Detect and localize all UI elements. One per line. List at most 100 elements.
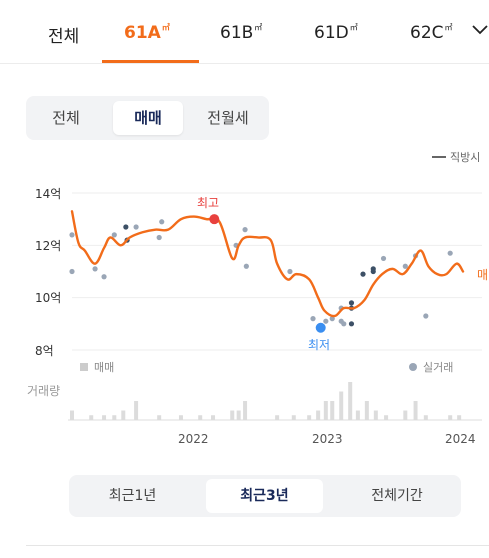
real-trade-dot[interactable] [348,321,355,327]
real-trade-dot[interactable] [370,268,376,275]
y-tick-label: 12억 [35,239,62,253]
area-tab-62c[interactable]: 62C㎡ [410,22,453,43]
period-segmented: 최근1년 최근3년 전체기간 [69,475,461,517]
area-unit: ㎡ [161,23,170,32]
period-all-button[interactable]: 전체기간 [371,488,423,504]
area-tab-label: 61B [220,23,254,43]
volume-bar [112,415,117,420]
volume-bar [178,415,183,420]
volume-bar [403,410,408,420]
volume-bar [316,410,321,420]
volume-bar [373,410,378,420]
divider [26,545,489,546]
real-trade-dot[interactable] [360,271,366,277]
trade-type-sale-button[interactable]: 매매 [113,101,183,135]
real-trade-dot[interactable] [447,250,453,256]
y-tick-label: 10억 [35,291,62,305]
area-tab-label: 61A [124,23,161,43]
real-trade-dot[interactable] [323,318,329,324]
min-price-label: 최저 [308,338,331,352]
price-line [70,210,465,318]
area-tab-all[interactable]: 전체 [48,22,79,47]
real-trade-dot[interactable] [69,268,75,275]
real-trade-dot[interactable] [101,274,107,280]
real-trade-dot[interactable] [243,263,249,269]
real-trade-dot[interactable] [242,227,248,233]
volume-bar [307,415,312,420]
volume-bar [121,410,126,420]
real-trade-dot[interactable] [341,321,347,327]
y-tick-label: 8억 [35,344,54,358]
max-price-marker[interactable] [209,214,220,225]
area-unit: ㎡ [349,23,358,32]
volume-label: 거래량 [27,384,61,398]
volume-bar [457,415,462,420]
volume-bar [413,401,418,420]
volume-bar [330,401,335,420]
legend-real-label: 실거래 [423,361,454,374]
real-trade-dot[interactable] [123,224,129,230]
volume-bar [198,415,203,420]
real-trade-dot[interactable] [380,255,387,262]
volume-bar [323,401,328,420]
volume-bar [339,391,344,420]
volume-bar [134,401,139,420]
volume-bar [448,415,453,420]
real-trade-dot[interactable] [402,263,408,269]
real-trade-dot[interactable] [310,316,316,322]
volume-bar [355,410,360,420]
period-3y-button[interactable]: 최근3년 [206,479,323,513]
volume-bar [275,415,280,420]
legend-direct-price: 직방시 [432,149,480,165]
series-end-label: 매 [477,268,489,282]
legend-sale-label: 매매 [94,361,115,374]
volume-bar [423,415,428,420]
min-price-marker[interactable] [315,322,326,333]
real-trade-dot[interactable] [133,224,139,230]
y-tick-label: 14억 [35,187,62,201]
real-trade-dot[interactable] [159,219,165,225]
volume-bar [291,415,296,420]
real-trade-dot[interactable] [69,232,75,238]
real-trade-dot[interactable] [156,234,162,241]
volume-bar [348,382,353,420]
area-unit: ㎡ [444,23,453,32]
real-trade-dot[interactable] [92,266,98,272]
x-tick-label: 2023 [312,432,343,446]
area-unit: ㎡ [254,23,263,32]
chevron-down-icon[interactable] [470,20,489,42]
volume-bar [102,415,107,420]
period-1y-button[interactable]: 최근1년 [108,488,157,504]
legend-direct-label: 직방시 [450,151,481,164]
trade-type-rent-button[interactable]: 전월세 [207,109,249,127]
volume-bar [70,410,74,420]
real-trade-dot[interactable] [287,268,293,275]
volume-bar [157,415,162,420]
real-trade-dot[interactable] [111,232,117,238]
area-tab-61a[interactable]: 61A㎡ [124,22,170,43]
x-tick-label: 2022 [178,432,209,446]
real-trade-dot[interactable] [329,316,335,322]
area-tab-label: 61D [314,23,349,43]
area-tab-61b[interactable]: 61B㎡ [220,22,262,43]
volume-bar [211,415,216,420]
real-trade-dot[interactable] [348,300,355,306]
trade-type-all-button[interactable]: 전체 [52,109,80,127]
volume-bar [236,410,241,420]
active-tab-indicator [102,60,199,63]
max-price-label: 최고 [197,196,220,210]
real-trade-dot[interactable] [423,313,429,319]
legend-line-icon [432,156,446,158]
area-tab-label: 전체 [48,27,80,47]
legend-square-icon [80,363,88,371]
volume-bar [230,410,235,420]
area-tab-bar: 전체 61A㎡ 61B㎡ 61D㎡ 62C㎡ [0,0,489,64]
volume-bar [243,401,248,420]
area-tab-label: 62C [410,23,444,43]
area-tab-61d[interactable]: 61D㎡ [314,22,358,43]
trade-type-segmented: 전체 매매 전월세 [26,96,269,140]
volume-bar [89,415,94,420]
volume-bar [384,415,389,420]
legend-sale: 매매 [80,359,114,375]
